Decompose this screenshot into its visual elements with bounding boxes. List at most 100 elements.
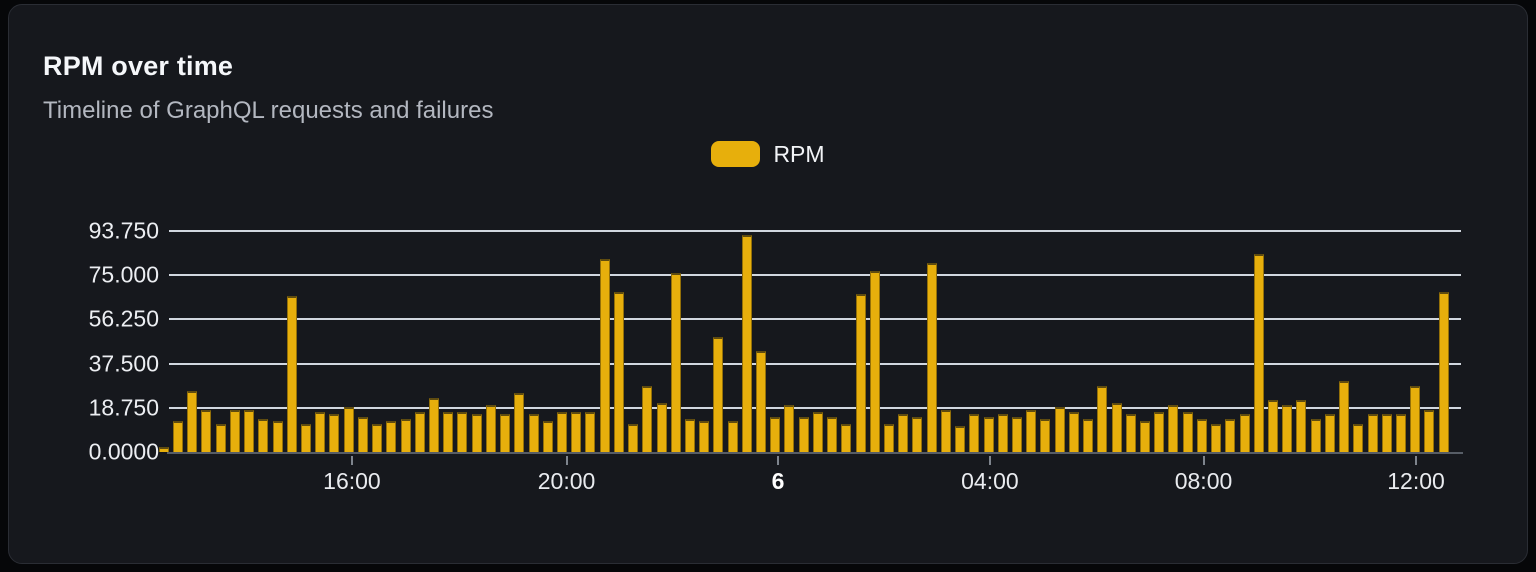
rpm-bar[interactable]	[1083, 419, 1094, 452]
rpm-bar[interactable]	[158, 447, 169, 452]
rpm-bar[interactable]	[1424, 409, 1435, 452]
rpm-bar[interactable]	[869, 270, 880, 452]
rpm-bar[interactable]	[656, 402, 667, 452]
rpm-bar[interactable]	[1324, 414, 1335, 452]
rpm-bar[interactable]	[585, 411, 596, 452]
rpm-bar[interactable]	[841, 423, 852, 452]
rpm-bar[interactable]	[428, 397, 439, 452]
rpm-bar[interactable]	[926, 263, 937, 452]
rpm-bar[interactable]	[1068, 411, 1079, 452]
rpm-bar[interactable]	[798, 416, 809, 452]
x-axis-tick	[565, 456, 568, 465]
rpm-bar[interactable]	[969, 414, 980, 452]
rpm-bar[interactable]	[1438, 291, 1449, 452]
rpm-bar[interactable]	[884, 423, 895, 452]
rpm-bar[interactable]	[1154, 411, 1165, 452]
rpm-bar[interactable]	[898, 414, 909, 452]
rpm-bar[interactable]	[855, 294, 866, 452]
rpm-bar[interactable]	[258, 419, 269, 452]
rpm-bar[interactable]	[670, 272, 681, 452]
rpm-bar[interactable]	[1381, 414, 1392, 452]
rpm-bar[interactable]	[244, 409, 255, 452]
rpm-bar[interactable]	[485, 404, 496, 452]
rpm-bar[interactable]	[343, 407, 354, 452]
rpm-bar[interactable]	[827, 416, 838, 452]
rpm-bar[interactable]	[1168, 404, 1179, 452]
rpm-bar[interactable]	[1211, 423, 1222, 452]
rpm-bar[interactable]	[471, 414, 482, 452]
rpm-bar[interactable]	[628, 423, 639, 452]
rpm-bar[interactable]	[301, 423, 311, 452]
rpm-bar[interactable]	[571, 411, 582, 452]
rpm-bar[interactable]	[201, 409, 212, 452]
x-axis-line	[167, 452, 1463, 454]
rpm-bar[interactable]	[329, 414, 340, 452]
rpm-bar[interactable]	[1139, 421, 1150, 452]
rpm-bar[interactable]	[215, 423, 226, 452]
rpm-bar[interactable]	[556, 411, 567, 452]
rpm-bar[interactable]	[1182, 411, 1193, 452]
legend-item-rpm[interactable]: RPM	[9, 140, 1527, 168]
rpm-bar[interactable]	[784, 404, 795, 452]
rpm-bar[interactable]	[229, 409, 240, 452]
legend-swatch-icon	[711, 141, 761, 167]
rpm-bar[interactable]	[642, 386, 653, 452]
rpm-bar[interactable]	[528, 414, 539, 452]
rpm-bar[interactable]	[699, 421, 710, 452]
rpm-bar[interactable]	[1111, 402, 1122, 452]
rpm-bar[interactable]	[613, 291, 624, 452]
rpm-bar[interactable]	[1367, 414, 1378, 452]
rpm-bar[interactable]	[272, 421, 283, 452]
rpm-bar[interactable]	[1267, 400, 1278, 452]
rpm-bar[interactable]	[1253, 253, 1264, 452]
rpm-bar[interactable]	[997, 414, 1008, 452]
rpm-bar[interactable]	[1054, 407, 1065, 452]
rpm-bar[interactable]	[386, 421, 397, 452]
rpm-bar[interactable]	[1239, 414, 1250, 452]
rpm-bar[interactable]	[1353, 423, 1364, 452]
rpm-bar[interactable]	[1296, 400, 1307, 452]
rpm-bar[interactable]	[684, 419, 695, 452]
rpm-bar[interactable]	[357, 416, 368, 452]
rpm-bar[interactable]	[1040, 419, 1051, 452]
rpm-bar[interactable]	[1196, 419, 1207, 452]
rpm-bar[interactable]	[983, 416, 994, 452]
rpm-bar[interactable]	[940, 409, 951, 452]
rpm-bar[interactable]	[1339, 381, 1350, 452]
rpm-bar[interactable]	[741, 235, 752, 452]
rpm-bar[interactable]	[727, 421, 738, 452]
rpm-bar[interactable]	[514, 393, 525, 452]
rpm-bar[interactable]	[770, 416, 781, 452]
rpm-bar[interactable]	[1012, 416, 1022, 452]
rpm-bar[interactable]	[372, 423, 383, 452]
rpm-bar[interactable]	[1125, 414, 1136, 452]
rpm-bar[interactable]	[1097, 386, 1108, 452]
rpm-bar[interactable]	[1395, 414, 1406, 452]
gridline	[169, 362, 1461, 365]
rpm-bar[interactable]	[912, 416, 923, 452]
rpm-bar[interactable]	[443, 411, 454, 452]
rpm-bar[interactable]	[1225, 419, 1236, 452]
rpm-bar[interactable]	[1410, 386, 1421, 452]
rpm-bar[interactable]	[812, 411, 823, 452]
rpm-bar[interactable]	[500, 414, 511, 452]
rpm-bar[interactable]	[756, 350, 767, 452]
rpm-bar[interactable]	[955, 426, 966, 452]
rpm-bar[interactable]	[599, 258, 610, 452]
rpm-bar[interactable]	[173, 421, 184, 452]
x-axis-tick-label: 08:00	[1174, 468, 1233, 494]
rpm-bar[interactable]	[542, 421, 553, 452]
x-axis-tick	[1202, 456, 1205, 465]
x-axis-tick-label: 20:00	[537, 468, 596, 494]
rpm-bar[interactable]	[713, 336, 724, 452]
rpm-bar[interactable]	[1310, 419, 1321, 452]
rpm-bar[interactable]	[414, 411, 425, 452]
rpm-bar[interactable]	[315, 411, 326, 452]
legend-label: RPM	[773, 140, 825, 167]
rpm-bar[interactable]	[400, 419, 411, 452]
rpm-bar[interactable]	[457, 411, 468, 452]
rpm-bar[interactable]	[1282, 404, 1293, 452]
rpm-bar[interactable]	[286, 296, 297, 452]
rpm-bar[interactable]	[1026, 409, 1037, 452]
rpm-bar[interactable]	[187, 390, 198, 452]
